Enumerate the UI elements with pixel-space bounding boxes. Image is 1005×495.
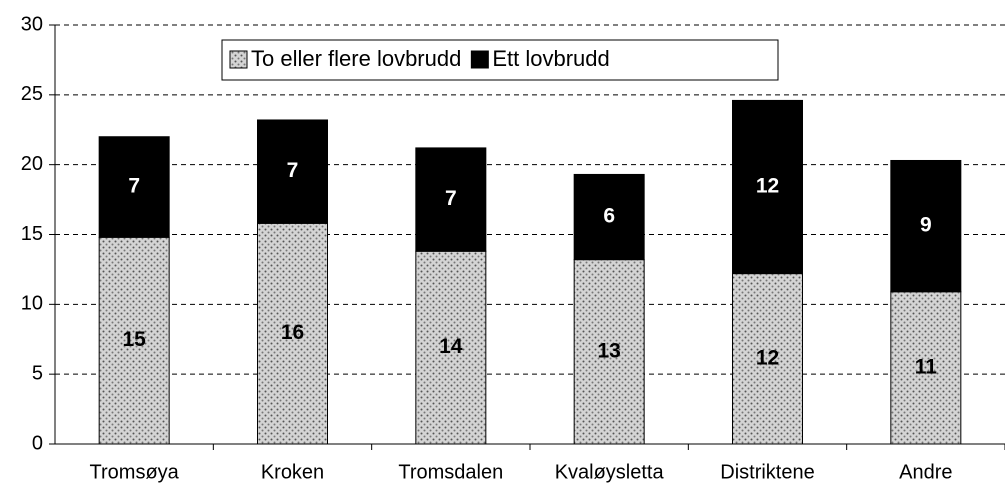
y-tick-label: 20	[21, 153, 43, 175]
bar-segment	[573, 173, 645, 261]
legend-swatch	[229, 50, 248, 69]
data-label: 16	[281, 321, 304, 344]
data-label: 7	[128, 175, 140, 198]
bar-segment	[257, 119, 328, 224]
bar-segment	[890, 159, 962, 293]
bar-segment	[573, 259, 645, 445]
legend-label: To eller flere lovbrudd	[251, 46, 461, 71]
bar-segment	[732, 99, 803, 275]
data-label: 6	[603, 205, 615, 228]
bar-segment	[415, 147, 487, 252]
data-label: 12	[756, 346, 779, 369]
bar-segment	[98, 136, 170, 238]
bar-segment	[257, 222, 328, 445]
x-tick-label: Tromsdalen	[398, 461, 503, 483]
x-tick-label: Andre	[899, 461, 952, 483]
bar-segment	[415, 250, 487, 445]
y-tick-label: 15	[21, 223, 43, 245]
data-label: 7	[445, 187, 457, 210]
x-tick-label: Kvaløysletta	[555, 461, 665, 483]
y-tick-label: 30	[21, 13, 43, 35]
x-tick-label: Kroken	[261, 461, 324, 483]
data-label: 14	[439, 335, 463, 358]
y-tick-label: 25	[21, 83, 43, 105]
legend-swatch	[470, 50, 489, 69]
legend-label: Ett lovbrudd	[492, 46, 609, 71]
y-tick-label: 0	[32, 432, 43, 454]
y-tick-label: 5	[32, 362, 43, 384]
x-tick-label: Tromsøya	[90, 461, 180, 483]
data-label: 7	[287, 159, 299, 182]
data-label: 13	[597, 339, 620, 362]
data-label: 15	[122, 328, 146, 351]
data-label: 9	[920, 214, 932, 237]
bar-segment	[732, 273, 803, 445]
data-label: 11	[915, 355, 938, 378]
bar-segment	[890, 291, 962, 445]
x-tick-label: Distriktene	[720, 461, 814, 483]
data-label: 12	[756, 175, 779, 198]
legend-box	[221, 39, 779, 81]
y-tick-label: 10	[21, 293, 43, 315]
